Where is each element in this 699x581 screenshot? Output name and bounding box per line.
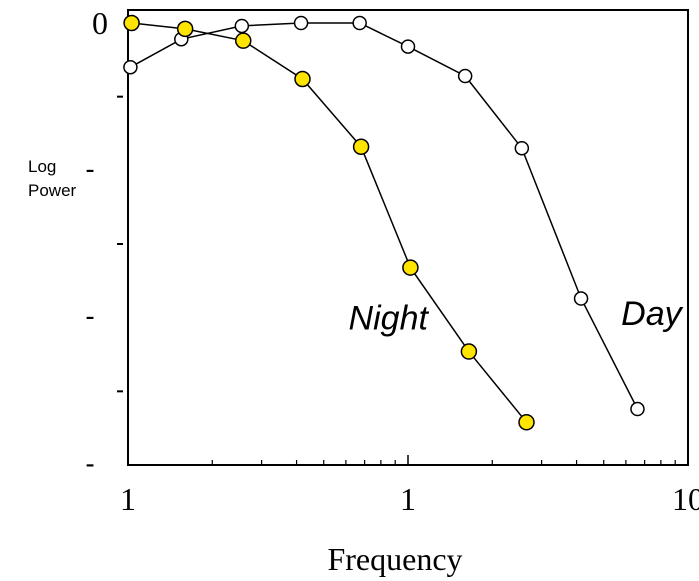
annotation-layer: Night Day (349, 295, 684, 337)
data-point-night (460, 343, 478, 360)
series-line-day (130, 22, 639, 410)
y-tick-label: - (85, 301, 94, 332)
data-point-night (518, 414, 535, 431)
y-axis: 0 - - - (85, 5, 123, 479)
y-tick-label: 0 (92, 5, 108, 41)
data-point-day (123, 59, 138, 75)
x-tick-label: 1 (400, 481, 416, 517)
annotation-day: Day (621, 295, 683, 333)
y-axis-title-line-2: Power (28, 181, 77, 200)
y-tick-label: - (85, 448, 94, 479)
data-point-day (630, 401, 645, 417)
series-line-night (131, 22, 528, 423)
x-tick-label: 10 (672, 481, 699, 517)
series-layer (123, 14, 645, 431)
data-point-night (402, 259, 419, 276)
data-point-day (573, 291, 589, 306)
annotation-night: Night (349, 299, 430, 337)
y-tick-label: - (85, 153, 94, 184)
data-point-night (294, 70, 311, 88)
y-axis-title: Log Power (28, 157, 77, 200)
data-point-day (514, 140, 530, 156)
plot-frame (127, 9, 689, 466)
data-point-day (234, 18, 250, 34)
data-point-night (123, 14, 140, 32)
y-axis-title-line-1: Log (28, 157, 56, 176)
data-point-day (293, 15, 309, 31)
x-axis: 1 1 10 (120, 455, 699, 517)
data-point-day (400, 39, 416, 54)
data-point-night (235, 32, 252, 49)
data-point-night (176, 20, 194, 38)
data-point-day (457, 68, 473, 84)
x-axis-title: Frequency (327, 541, 462, 577)
x-tick-label: 1 (120, 481, 136, 517)
data-point-day (352, 15, 367, 31)
data-point-night (352, 138, 370, 156)
